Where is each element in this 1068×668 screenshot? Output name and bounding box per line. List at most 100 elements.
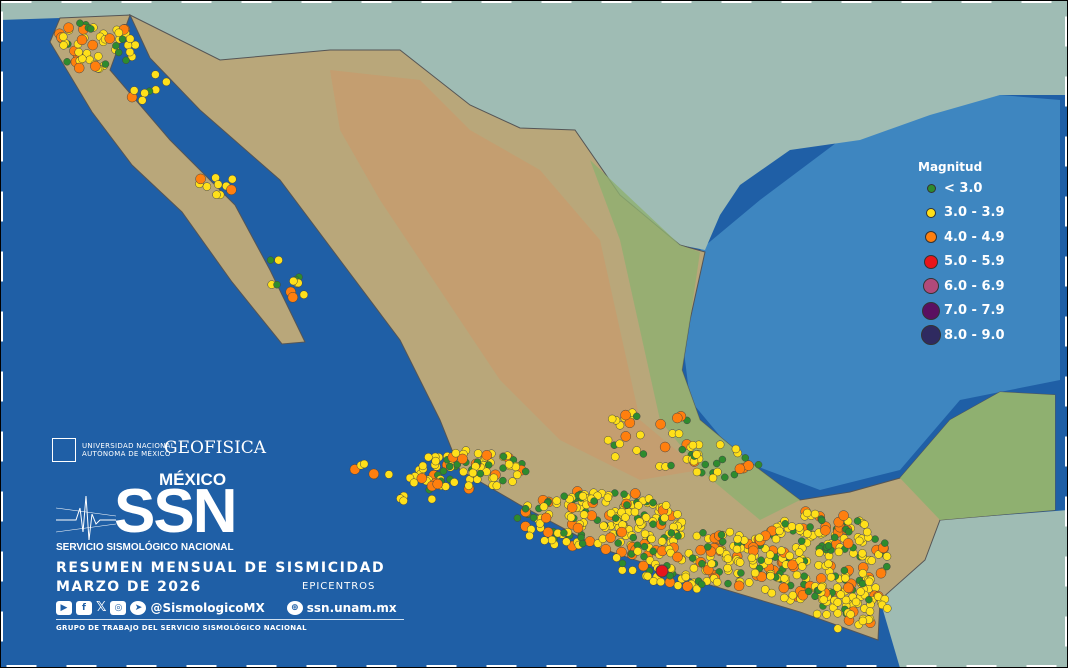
service-name: SERVICIO SISMOLÓGICO NACIONAL [56, 542, 234, 553]
epicenter-marker [660, 513, 669, 523]
epicenter-marker [858, 616, 868, 626]
epicenter-marker [815, 573, 827, 584]
facebook-icon[interactable]: f [76, 600, 92, 615]
epicenter-marker [787, 559, 798, 571]
epicenter-marker [63, 58, 71, 66]
epicenter-marker [481, 450, 493, 461]
epicenter-marker [114, 28, 124, 38]
epicenter-marker [725, 527, 735, 537]
epicenter-marker [87, 39, 98, 51]
geofisica-logo: GEOFISICA [164, 438, 267, 458]
divider [56, 619, 404, 620]
legend-item: < 3.0 [918, 176, 1005, 201]
x-icon[interactable]: 𝕏 [96, 600, 107, 615]
epicenter-marker [416, 473, 428, 484]
epicenter-marker [151, 85, 161, 95]
seismograph-icon [56, 495, 116, 541]
epicenter-marker [824, 559, 833, 569]
legend-swatch [918, 301, 944, 320]
epicenter-marker [704, 543, 712, 551]
epicenter-marker [273, 280, 281, 289]
epicenter-marker [76, 19, 84, 27]
legend-item: 8.0 - 9.0 [918, 323, 1005, 348]
magnitude-dot-icon [922, 301, 940, 320]
epicenter-marker [118, 35, 127, 43]
epicenter-marker [692, 531, 702, 541]
epicenter-marker [138, 96, 147, 105]
epicenter-marker [871, 535, 879, 543]
epicenter-marker [578, 491, 588, 501]
epicenter-marker [129, 86, 139, 95]
epicenter-marker [747, 553, 757, 563]
epicenter-marker [698, 580, 706, 589]
epicenter-marker [682, 581, 693, 592]
epicenter-marker [535, 519, 545, 528]
youtube-icon[interactable]: ▶ [56, 600, 72, 615]
epicenter-marker [529, 513, 538, 522]
epicenter-marker [476, 469, 485, 478]
epicenter-marker [213, 180, 223, 189]
legend-label: 6.0 - 6.9 [944, 278, 1005, 294]
epicenter-marker [499, 452, 508, 461]
epicenter-marker [607, 414, 617, 424]
epicenter-marker [590, 497, 598, 505]
epicenter-marker [826, 572, 836, 582]
epicenter-marker [418, 461, 428, 471]
legend-label: 8.0 - 9.0 [944, 327, 1005, 343]
epicenter-marker [803, 529, 812, 538]
baja-california [49, 14, 306, 345]
epicenter-marker [649, 520, 657, 528]
epicenter-marker [560, 529, 568, 537]
epicenter-marker [737, 569, 745, 577]
epicenter-marker [832, 583, 842, 592]
epicenter-marker [266, 256, 275, 264]
epicenter-marker [673, 581, 683, 590]
epicenter-marker [760, 585, 770, 594]
epicenter-marker [830, 533, 839, 542]
website-link[interactable]: ssn.unam.mx [306, 600, 397, 615]
epicenter-marker [427, 494, 437, 504]
epicenter-marker [701, 460, 710, 469]
epicenter-marker [810, 509, 820, 519]
epicenter-marker [638, 560, 649, 572]
epicenter-marker [797, 562, 807, 571]
epicenter-marker [846, 610, 855, 619]
epicenter-marker [632, 412, 641, 421]
epicenter-marker [834, 547, 844, 557]
legend-swatch [918, 254, 944, 269]
epicenter-marker [780, 574, 789, 583]
epicenter-marker [692, 584, 702, 594]
epicenter-marker [640, 529, 650, 539]
legend-label: 3.0 - 3.9 [944, 205, 1005, 221]
epicenter-marker [673, 510, 682, 519]
epicenter-marker [723, 554, 733, 563]
epicenter-marker [688, 554, 697, 562]
epicenter-marker [606, 508, 616, 518]
epicenter-marker [603, 493, 613, 502]
epicenter-marker [639, 450, 648, 458]
epicenter-marker [777, 546, 786, 555]
epicenter-marker [853, 517, 862, 525]
epicenter-marker [560, 492, 568, 500]
epicenter-marker [649, 498, 657, 507]
telegram-icon[interactable]: ➤ [130, 600, 147, 615]
epicenter-marker [815, 548, 824, 558]
epicenter-marker [610, 452, 620, 461]
epicenter-marker [484, 461, 493, 469]
instagram-icon[interactable]: ◎ [110, 600, 127, 615]
highlands [330, 70, 700, 480]
report-subtitle: EPICENTROS [302, 581, 376, 592]
epicenter-marker [864, 577, 874, 587]
epicenter-marker [605, 532, 616, 543]
social-handle[interactable]: @SismologicoMX [150, 600, 265, 615]
epicenter-marker [112, 42, 120, 50]
epicenter-marker [659, 441, 671, 453]
epicenter-marker [525, 531, 534, 541]
epicenter-marker [712, 577, 722, 587]
epicenter-marker [432, 478, 443, 490]
epicenter-marker [667, 461, 675, 470]
epicenter-marker [672, 551, 683, 563]
epicenter-marker [733, 534, 742, 544]
epicenter-marker [806, 523, 814, 531]
